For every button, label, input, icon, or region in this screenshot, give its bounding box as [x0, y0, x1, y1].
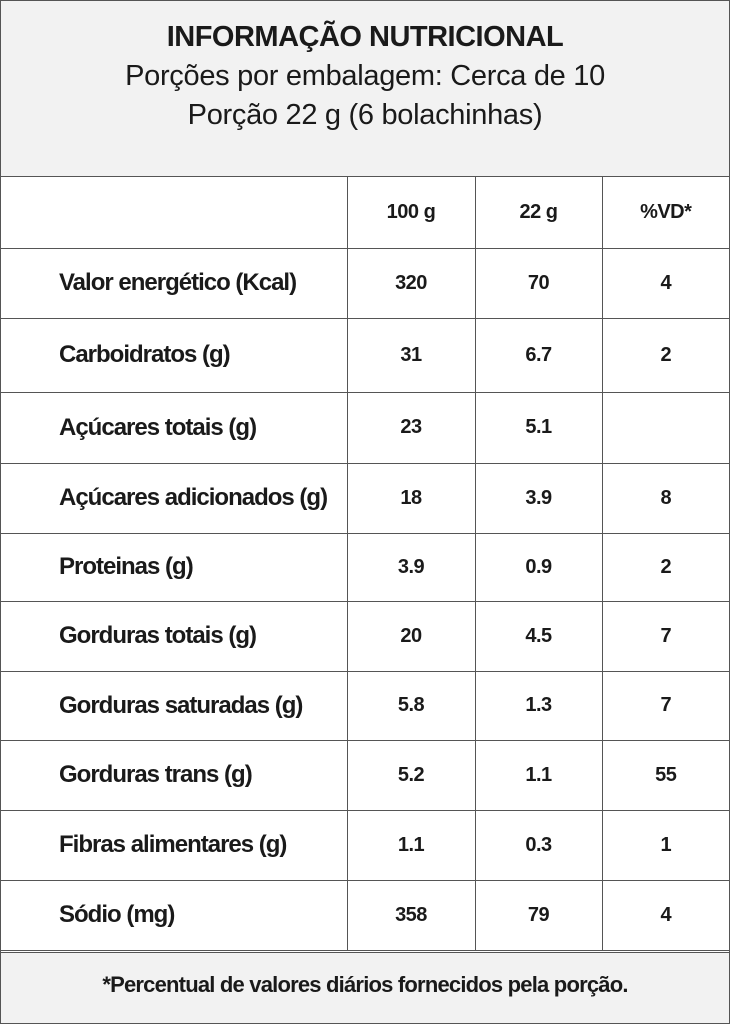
nutrient-value: 4.5	[474, 600, 603, 672]
nutrient-value: 0.3	[474, 809, 603, 881]
nutrient-value: 5.8	[346, 670, 476, 741]
nutrient-value	[601, 391, 729, 464]
nutrient-row: Gorduras trans (g) 5.2 1.1 55	[1, 739, 729, 811]
nutrient-value: 6.7	[474, 317, 603, 393]
nutrient-value: 358	[346, 879, 476, 951]
nutrient-value: 4	[601, 247, 729, 319]
nutrient-value: 79	[474, 879, 603, 951]
nutrient-value: 18	[346, 462, 476, 534]
nutrient-value: 1.1	[474, 739, 603, 811]
nutrient-name: Valor energético (Kcal)	[1, 247, 348, 319]
nutrient-value: 7	[601, 670, 729, 741]
nutrient-row: Sódio (mg) 358 79 4	[1, 879, 729, 951]
nutrient-value: 1.1	[346, 809, 476, 881]
nutrient-row: Fibras alimentares (g) 1.1 0.3 1	[1, 809, 729, 881]
header: INFORMAÇÃO NUTRICIONAL Porções por embal…	[1, 1, 729, 177]
servings: Porções por embalagem: Cerca de 10	[125, 60, 605, 92]
header-row: 100 g 22 g %VD*	[1, 177, 729, 249]
nutrient-name: Proteinas (g)	[1, 532, 348, 602]
nutrient-value: 1.3	[474, 670, 603, 741]
nutrient-row: Valor energético (Kcal) 320 70 4	[1, 247, 729, 319]
nutrient-value: 55	[601, 739, 729, 811]
column-header: 22 g	[474, 177, 603, 249]
nutrient-value: 31	[346, 317, 476, 393]
nutrient-row: Açúcares totais (g) 23 5.1	[1, 391, 729, 464]
nutrient-row: Carboidratos (g) 31 6.7 2	[1, 317, 729, 393]
nutrient-value: 8	[601, 462, 729, 534]
nutrient-row: Gorduras totais (g) 20 4.5 7	[1, 600, 729, 672]
nutrition-table: 100 g 22 g %VD* Valor energético (Kcal) 320 7…	[1, 177, 729, 951]
nutrient-value: 4	[601, 879, 729, 951]
nutrient-row: Proteinas (g) 3.9 0.9 2	[1, 532, 729, 602]
nutrient-name: Carboidratos (g)	[1, 317, 348, 393]
nutrient-value: 2	[601, 532, 729, 602]
nutrient-value: 20	[346, 600, 476, 672]
nutrient-name: Gorduras totais (g)	[1, 600, 348, 672]
nutrient-value: 23	[346, 391, 476, 464]
nutrient-name: Açúcares totais (g)	[1, 391, 348, 464]
nutrient-value: 320	[346, 247, 476, 319]
nutrient-value: 3.9	[346, 532, 476, 602]
nutrient-value: 5.1	[474, 391, 603, 464]
nutrient-value: 7	[601, 600, 729, 672]
nutrient-row: Gorduras saturadas (g) 5.8 1.3 7	[1, 670, 729, 741]
nutrient-value: 1	[601, 809, 729, 881]
footnote: *Percentual de valores diários fornecido…	[1, 952, 729, 1023]
nutrient-name: Gorduras trans (g)	[1, 739, 348, 811]
nutrient-value: 0.9	[474, 532, 603, 602]
nutrient-name: Sódio (mg)	[1, 879, 348, 951]
nutrient-name: Gorduras saturadas (g)	[1, 670, 348, 741]
nutrient-value: 70	[474, 247, 603, 319]
nutrient-value: 5.2	[346, 739, 476, 811]
nutrient-value: 3.9	[474, 462, 603, 534]
title: INFORMAÇÃO NUTRICIONAL	[166, 21, 564, 53]
nutrient-name: Açúcares adicionados (g)	[1, 462, 348, 534]
column-header: 100 g	[346, 177, 476, 249]
column-header: %VD*	[601, 177, 729, 249]
nutrient-name: Fibras alimentares (g)	[1, 809, 348, 881]
nutrient-value: 2	[601, 317, 729, 393]
portion: Porção 22 g (6 bolachinhas)	[187, 99, 543, 131]
column-header	[1, 177, 348, 249]
nutrient-row: Açúcares adicionados (g) 18 3.9 8	[1, 462, 729, 534]
